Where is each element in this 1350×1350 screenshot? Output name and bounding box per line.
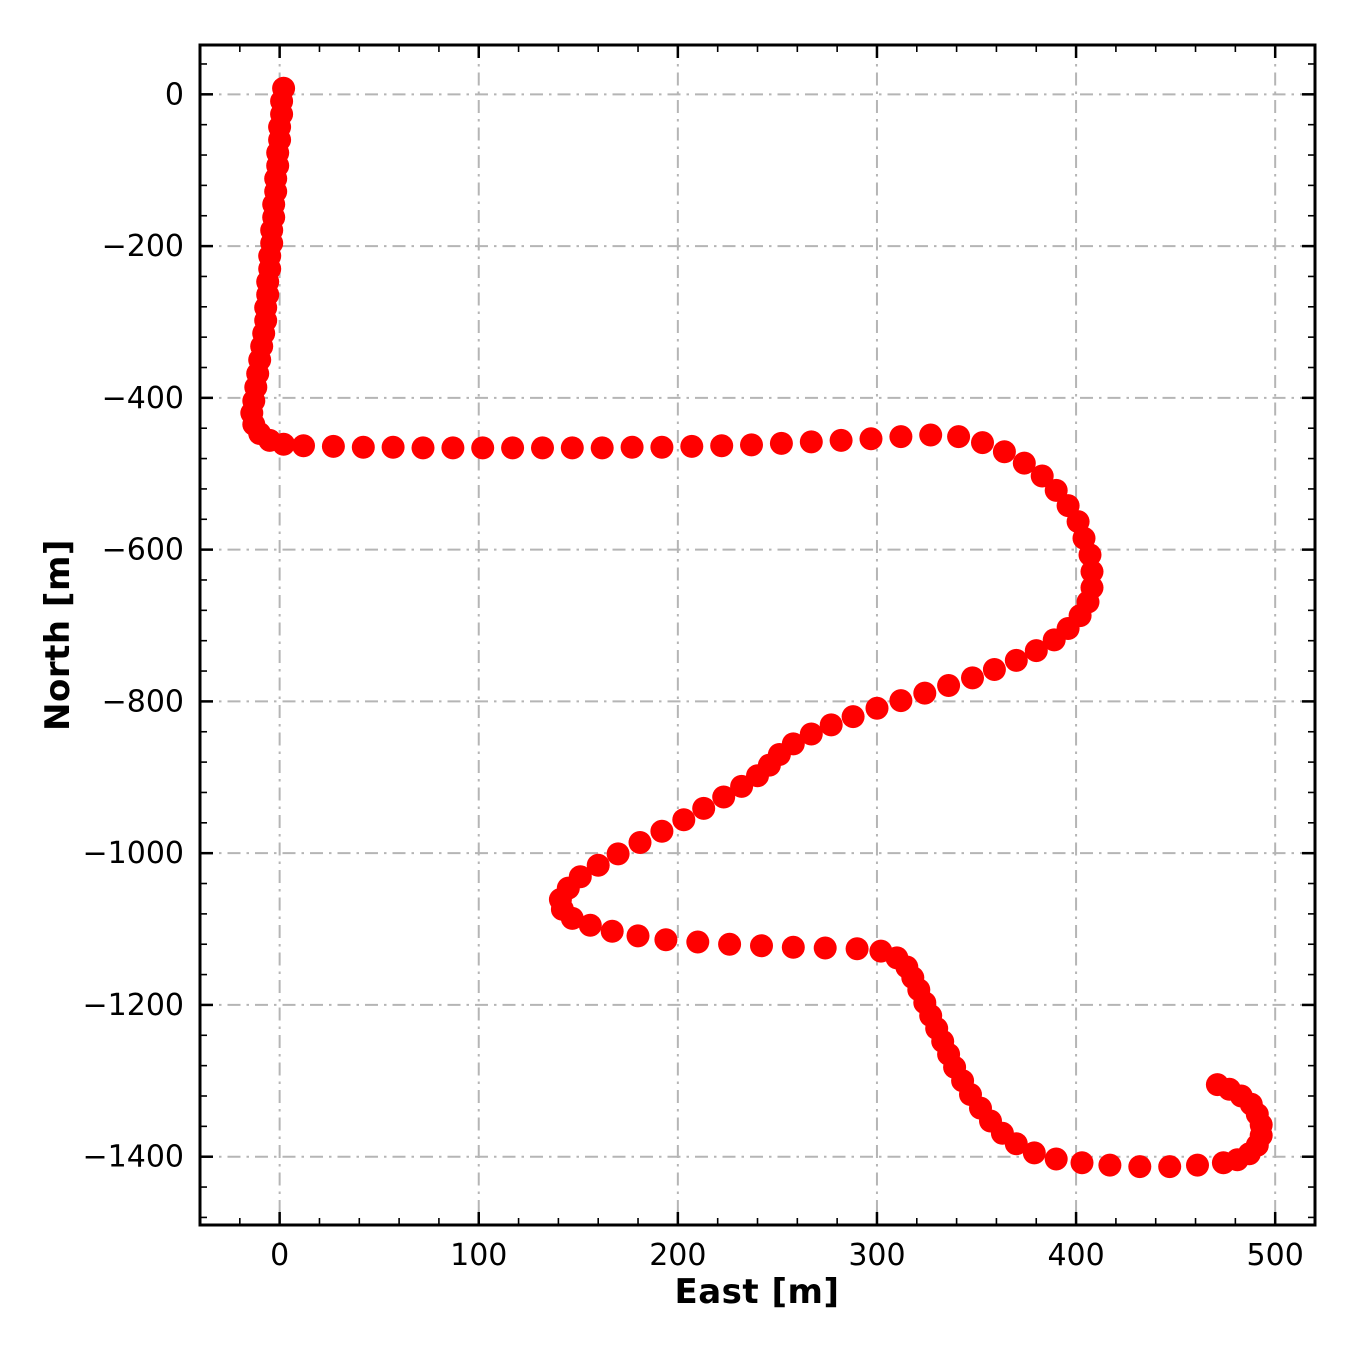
x-tick-label: 300 — [848, 1238, 905, 1273]
trajectory-point — [919, 423, 943, 447]
trajectory-point — [672, 808, 696, 832]
trajectory-point — [1158, 1155, 1182, 1179]
trajectory-point — [750, 934, 773, 958]
trajectory-point — [1205, 1073, 1229, 1097]
y-tick-label: −200 — [102, 229, 184, 264]
trajectory-point — [740, 433, 763, 457]
trajectory-point — [1042, 628, 1066, 652]
trajectory-point — [292, 434, 315, 458]
trajectory-point — [686, 930, 710, 954]
y-tick-label: −1400 — [83, 1140, 184, 1175]
trajectory-point — [606, 842, 630, 866]
trajectory-point — [819, 713, 843, 737]
trajectory-point — [961, 666, 984, 690]
y-tick-label: −1200 — [83, 988, 184, 1023]
trajectory-point — [865, 696, 889, 720]
y-axis-label: North [m] — [38, 539, 78, 731]
trajectory-point — [586, 853, 610, 877]
x-tick-label: 200 — [649, 1238, 706, 1273]
trajectory-point — [272, 432, 296, 456]
trajectory-point — [381, 435, 405, 459]
trajectory-point — [650, 819, 674, 843]
trajectory-point — [913, 681, 937, 705]
trajectory-point — [992, 440, 1016, 464]
trajectory-point — [781, 935, 805, 959]
y-tick-label: −600 — [102, 533, 184, 568]
trajectory-point — [560, 436, 584, 460]
x-tick-label: 0 — [270, 1238, 289, 1273]
trajectory-point — [531, 436, 554, 460]
trajectory-point — [841, 705, 865, 729]
trajectory-point — [501, 436, 525, 460]
trajectory-point — [1024, 639, 1048, 663]
trajectory-point — [626, 924, 650, 948]
trajectory-point — [654, 928, 678, 952]
trajectory-point — [628, 831, 652, 854]
x-tick-label: 100 — [450, 1238, 507, 1273]
axes-frame — [198, 43, 1317, 1227]
trajectory-point — [829, 428, 853, 452]
trajectory-point — [471, 436, 495, 460]
trajectory-point — [937, 674, 961, 697]
trajectory-point — [718, 932, 742, 956]
trajectory-point — [889, 689, 913, 713]
trajectory-point — [680, 434, 704, 458]
plot-area-background — [200, 45, 1315, 1225]
trajectory-point — [1004, 1132, 1028, 1156]
trajectory-points — [240, 76, 1273, 1179]
trajectory-point — [692, 796, 716, 820]
major-tick-marks — [200, 45, 1315, 1225]
trajectory-point — [982, 658, 1006, 681]
trajectory-point — [1022, 1141, 1046, 1165]
y-tick-label: −800 — [102, 684, 184, 719]
trajectory-point — [351, 435, 375, 459]
trajectory-point — [600, 919, 624, 943]
trajectory-point — [1012, 451, 1036, 475]
trajectory-point — [411, 436, 435, 460]
trajectory-point — [590, 436, 614, 460]
trajectory-point — [859, 427, 883, 451]
trajectory-point — [769, 431, 793, 455]
trajectory-point — [971, 431, 994, 455]
trajectory-point — [1044, 1147, 1068, 1171]
trajectory-point — [620, 435, 644, 459]
x-tick-label: 500 — [1247, 1238, 1304, 1273]
trajectory-point — [321, 434, 345, 458]
trajectory-point — [1128, 1155, 1152, 1179]
trajectory-point — [712, 785, 736, 809]
trajectory-point — [1078, 543, 1102, 567]
trajectory-point — [1030, 464, 1054, 488]
trajectory-point — [1080, 560, 1104, 584]
y-tick-label: 0 — [165, 77, 184, 112]
trajectory-point — [1004, 648, 1028, 672]
trajectory-point — [947, 425, 971, 449]
trajectory-point — [799, 722, 823, 746]
y-tick-label: −1000 — [83, 836, 184, 871]
trajectory-point — [1098, 1153, 1122, 1177]
x-tick-label: 400 — [1047, 1238, 1104, 1273]
trajectory-point — [710, 434, 734, 458]
trajectory-point — [1186, 1153, 1209, 1177]
trajectory-point — [730, 774, 754, 798]
y-tick-label: −400 — [102, 381, 184, 416]
trajectory-point — [845, 937, 869, 961]
trajectory-point — [813, 936, 837, 960]
tick-labels: 0 100 200 300 400 500 0 −200 −400 −600 −800 −1000 −1… — [83, 77, 1304, 1273]
trajectory-point — [799, 430, 823, 454]
trajectory-point — [889, 425, 913, 449]
trajectory-point — [578, 913, 602, 937]
trajectory-point — [441, 436, 465, 460]
trajectory-point — [560, 906, 584, 930]
x-axis-label: East [m] — [674, 1272, 840, 1312]
trajectory-point — [1070, 1151, 1094, 1175]
trajectory-point — [650, 435, 674, 459]
